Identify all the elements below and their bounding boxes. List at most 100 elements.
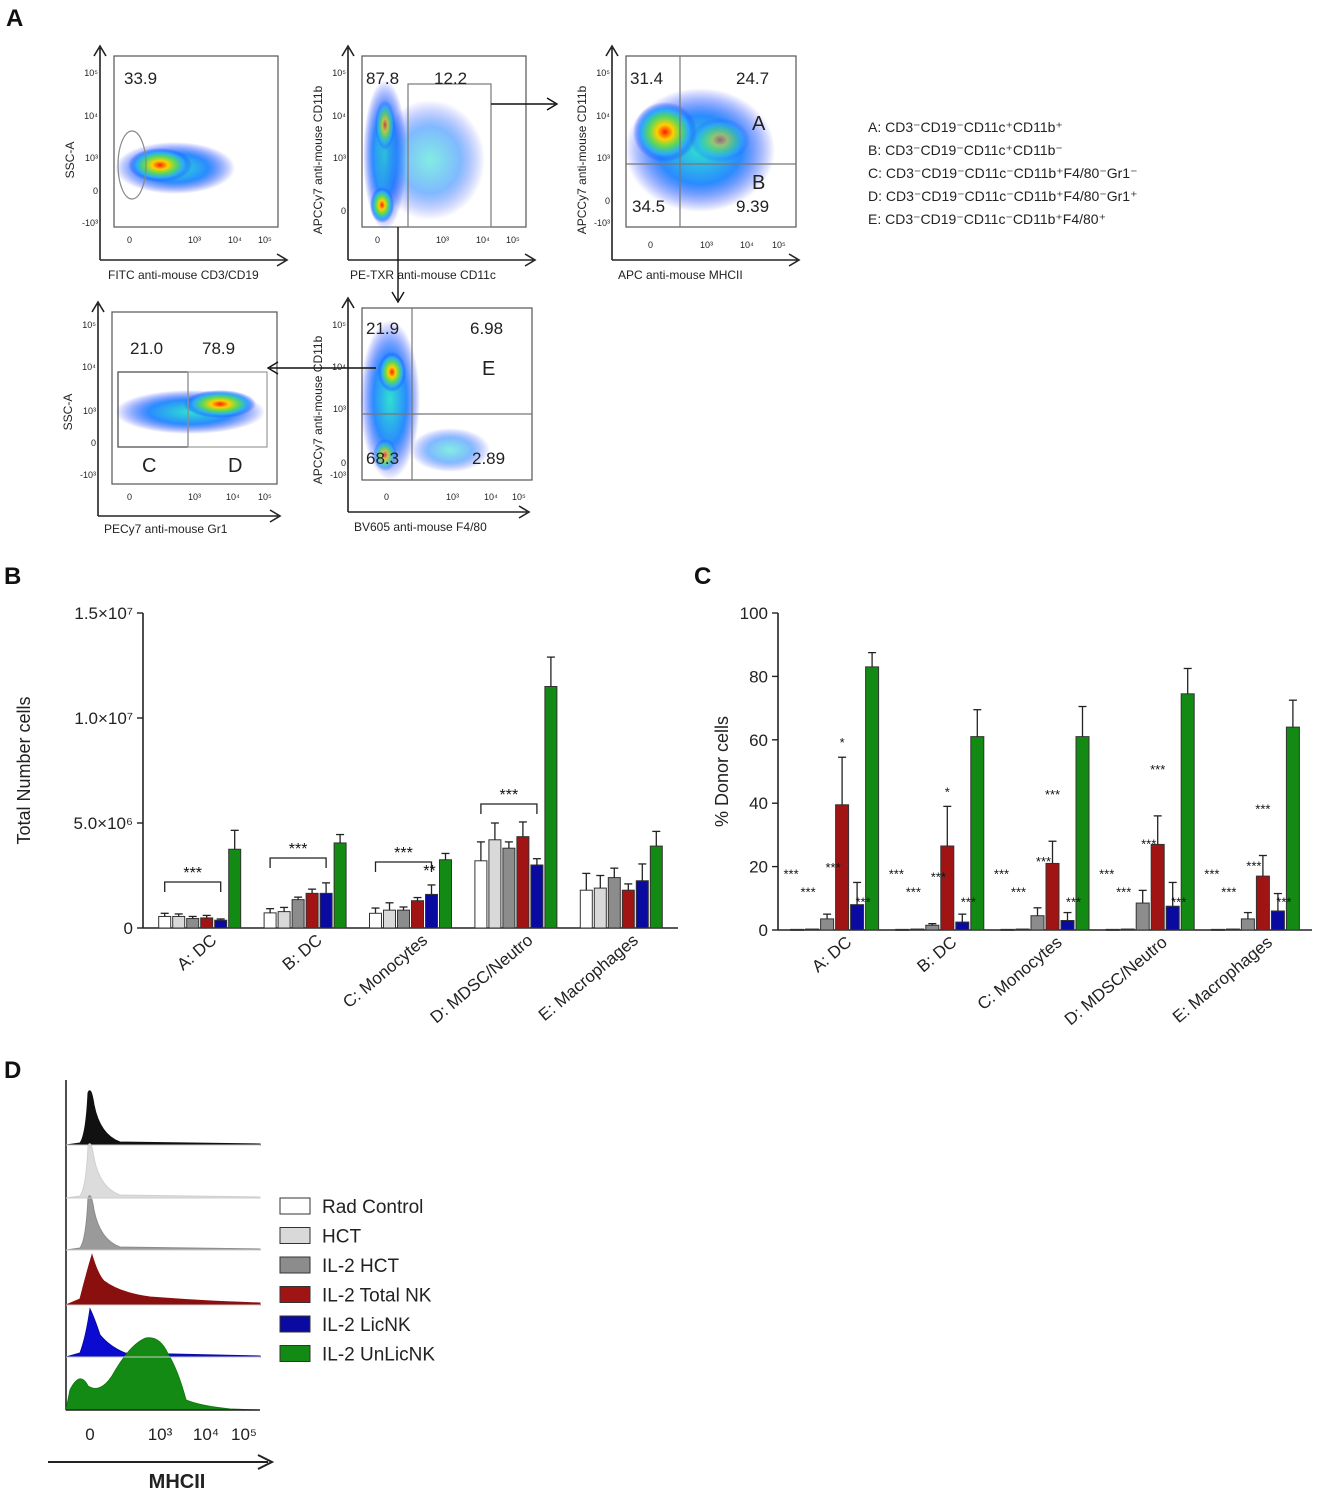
bar [1255,875,1270,931]
significance-label: *** [1171,895,1186,910]
bar [955,921,970,931]
bar [790,928,805,931]
legend-label: HCT [322,1227,361,1248]
bar [910,928,925,931]
legend-swatch [279,1286,311,1303]
gate-percent: 24.7 [736,69,769,88]
category-label: D: MDSC/Neutro [427,931,537,1028]
significance-label: *** [1204,867,1219,882]
x-tick: 10⁵ [506,235,520,245]
chart-total-number-cells: 0 5.0×10⁶ 1.0×10⁷ 1.5×10⁷ Total Number cells… [14,604,678,1027]
category-label: C: Monocytes [974,933,1066,1014]
x-tick: 10⁴ [193,1425,219,1444]
density-core [375,100,395,150]
y-tick: 10⁵ [82,320,96,330]
bar [1060,919,1075,931]
gate-rect [407,83,492,228]
x-tick: 10³ [188,235,201,245]
gate-percent: 34.5 [632,197,665,216]
gating-arrows [266,97,559,375]
x-axis-arrow [612,253,801,267]
significance-label: *** [289,841,308,858]
category-label: B: DC [913,933,960,977]
legend-label: Rad Control [322,1197,423,1218]
panel-letter-c: C [694,563,711,590]
significance-label: *** [1246,859,1261,874]
significance-label: *** [906,885,921,900]
y-tick: 0 [605,196,610,206]
y-tick: 10⁴ [332,362,346,372]
definition-text: CD3⁻CD19⁻CD11c⁻CD11b⁺F4/80⁻Gr1⁺ [886,188,1138,204]
y-axis-label: APCCy7 anti-mouse CD11b [311,85,325,234]
gate-ellipse [117,130,147,200]
x-tick: 10⁴ [740,240,754,250]
flow-plot-5: 21.9 6.98 68.3 2.89 E BV605 anti-mouse F… [311,296,533,534]
y-tick: -10³ [330,470,346,480]
bar [172,915,186,929]
x-tick: 10⁵ [258,492,272,502]
density-core [378,352,406,392]
bar [291,899,305,929]
definition-text: CD3⁻CD19⁻CD11c⁺CD11b⁺ [885,119,1063,135]
y-tick-label: 0 [124,919,133,938]
bar [369,912,382,929]
significance-bracket [164,881,222,892]
flow-plot-4: 21.0 78.9 C D PECy7 anti-mouse Gr1 SSC-A… [61,300,282,536]
y-tick-label: 20 [749,858,768,877]
bar [305,892,319,929]
y-tick: 10⁴ [596,111,610,121]
y-tick: -10³ [82,218,98,228]
bar [1015,928,1030,931]
x-axis-arrow [98,509,282,523]
y-tick: 10³ [85,153,98,163]
significance-label: *** [1099,867,1114,882]
histogram-stack [65,1090,261,1411]
y-tick: 10³ [83,406,96,416]
bar [1240,918,1255,931]
y-tick-label: 1.0×10⁷ [74,709,133,728]
significance-bracket [269,857,327,868]
y-axis-title: Total Number cells [14,696,34,844]
y-tick-label: 5.0×10⁶ [74,814,133,833]
x-tick: 10⁴ [484,492,498,502]
significance-label: *** [784,867,799,882]
significance-label: *** [1221,885,1236,900]
density-core [373,439,397,471]
x-tick: 10³ [188,492,201,502]
bar [649,845,663,929]
bar [579,889,593,929]
definition-d: D: CD3⁻CD19⁻CD11c⁻CD11b⁺F4/80⁻Gr1⁺ [868,188,1137,204]
category-label: C: Monocytes [339,931,431,1012]
bar [200,917,214,929]
plot-frame [111,311,278,485]
legend-label: IL-2 UnLicNK [322,1345,435,1366]
gate-letter-c: C [142,455,156,477]
y-tick: 10³ [597,153,610,163]
x-tick: 10⁵ [231,1425,257,1444]
significance-label: *** [1276,895,1291,910]
legend-swatch [279,1345,311,1362]
x-axis-arrow [348,505,531,519]
definition-letter: D: [868,188,882,204]
y-tick: 0 [341,458,346,468]
y-tick: 0 [93,186,98,196]
histogram-mhcii: 0 10³ 10⁴ 10⁵ MHCII [48,1080,275,1493]
bar [319,892,333,929]
x-axis-label: FITC anti-mouse CD3/CD19 [108,268,259,282]
arrow-down-icon [391,227,405,304]
definition-text: CD3⁻CD19⁻CD11c⁻CD11b⁺F4/80⁻Gr1⁻ [886,165,1138,181]
y-tick-label: 80 [749,667,768,686]
bar [895,928,910,931]
bar [383,909,396,929]
bar [502,847,516,929]
definition-b: B: CD3⁻CD19⁻CD11c⁺CD11b⁻ [868,142,1063,158]
y-tick: 10⁵ [332,320,346,330]
bar [925,924,940,931]
definition-letter: B: [868,142,881,158]
bar [805,928,820,931]
legend: Rad Control HCT IL-2 HCT IL-2 Total NK IL-2 … [279,1197,435,1366]
bar [530,864,544,929]
bar [1165,905,1180,931]
bar [277,911,291,929]
density-cloud [375,100,485,220]
